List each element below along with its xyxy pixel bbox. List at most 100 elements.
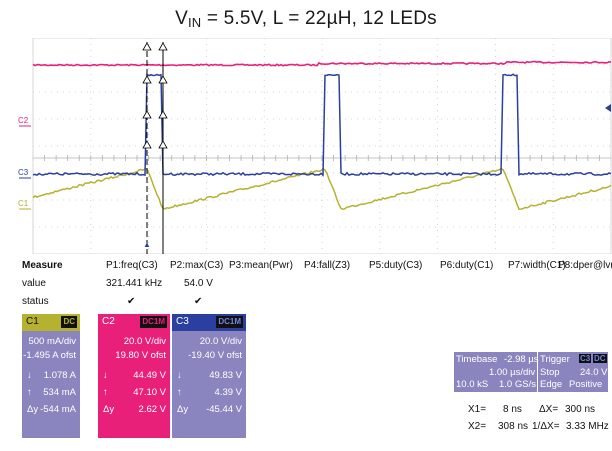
channel-1-descriptor[interactable]: C1 DC 500 mA/div -1.495 A ofst ↓ 1.078 A… xyxy=(22,314,80,438)
down-arrow-icon: ↓ xyxy=(27,370,32,381)
channel-2-down-value: 44.49 V xyxy=(133,370,166,381)
channel-1-coupling: DC xyxy=(61,316,77,328)
up-arrow-icon: ↑ xyxy=(177,387,182,398)
channel-2-header: C2 DC1M xyxy=(98,314,170,331)
figure-title: VIN = 5.5V, L = 22µH, 12 LEDs xyxy=(175,8,437,30)
channel-1-name: C1 xyxy=(26,316,39,327)
param-4-name[interactable]: P4:fall(Z3) xyxy=(304,260,351,271)
channel-2-up-value: 47.10 V xyxy=(133,387,166,398)
cursor-arrow-icon xyxy=(142,140,152,149)
timebase-samples: 10.0 kS xyxy=(456,379,489,390)
channel-1-body: 500 mA/div -1.495 A ofst ↓ 1.078 A ↑ 534… xyxy=(22,331,80,438)
channel-markers: C2 C3 C1 xyxy=(18,104,611,210)
channel-1-down-value: 1.078 A xyxy=(43,370,76,381)
channel-1-up-value: 534 mA xyxy=(43,387,76,398)
param-2-status-icon: ✔ xyxy=(194,296,203,307)
channel-2-descriptor[interactable]: C2 DC1M 20.0 V/div 19.80 V ofst ↓ 44.49 … xyxy=(98,314,170,438)
up-arrow-icon: ↑ xyxy=(27,387,32,398)
trace-c2 xyxy=(32,60,611,67)
channel-1-offset: -1.495 A ofst xyxy=(23,350,76,361)
up-arrow-icon: ↑ xyxy=(103,387,108,398)
value-label: value xyxy=(22,278,46,289)
param-2-name[interactable]: P2:max(C3) xyxy=(170,260,224,271)
channel-3-name: C3 xyxy=(176,316,189,327)
cursor-inverse-value: 3.33 MHz xyxy=(566,421,609,432)
channel-marker-c3: C3 xyxy=(18,168,29,177)
channel-2-name: C2 xyxy=(102,316,115,327)
param-2-value: 54.0 V xyxy=(184,278,213,289)
measure-value-row: value 321.441 kHz 54.0 V xyxy=(22,276,612,292)
channel-3-header: C3 DC1M xyxy=(172,314,246,331)
trigger-level: 24.0 V xyxy=(580,367,608,378)
param-7-name[interactable]: P7:width(C1) xyxy=(508,260,566,271)
timebase-delay: -2.98 µs xyxy=(504,354,539,365)
trigger-label: Trigger xyxy=(540,354,570,365)
cursor-inverse-label: 1/ΔX= xyxy=(532,421,560,432)
graticule-frame xyxy=(32,38,612,254)
delta-icon: Δy xyxy=(103,404,115,415)
cursor-arrow-icon xyxy=(142,42,152,51)
channel-3-scale: 20.0 V/div xyxy=(199,336,242,347)
trigger-position-marker: ▲ xyxy=(143,240,151,249)
channel-2-offset: 19.80 V ofst xyxy=(115,350,166,361)
channel-3-body: 20.0 V/div -19.40 V ofst ↓ 49.83 V ↑ 4.3… xyxy=(172,331,246,438)
timebase-panel[interactable] xyxy=(454,352,537,392)
channel-2-coupling: DC1M xyxy=(140,316,167,328)
delta-icon: Δy xyxy=(177,404,189,415)
timebase-per-div: 1.00 µs/div xyxy=(489,367,536,378)
cursor-x1-value: 8 ns xyxy=(503,404,522,415)
cursor-x2-value: 308 ns xyxy=(498,421,529,432)
cursor-lines[interactable] xyxy=(142,42,168,254)
down-arrow-icon: ↓ xyxy=(103,370,108,381)
trigger-slope: Positive xyxy=(569,379,603,390)
channel-3-coupling: DC1M xyxy=(216,316,243,328)
channel-1-scale: 500 mA/div xyxy=(28,336,76,347)
channel-marker-c1: C1 xyxy=(18,199,29,208)
cursor-x1-label: X1= xyxy=(468,404,487,415)
trigger-type: Edge xyxy=(540,379,563,390)
param-1-value: 321.441 kHz xyxy=(106,278,163,289)
trigger-level-icon xyxy=(605,104,611,112)
cursor-dx-value: 300 ns xyxy=(565,404,596,415)
trigger-coupling: DC xyxy=(593,354,607,363)
channel-2-scale: 20.0 V/div xyxy=(123,336,166,347)
channel-2-delta-value: 2.62 V xyxy=(138,404,166,415)
channel-1-header: C1 DC xyxy=(22,314,80,331)
timebase-label: Timebase xyxy=(456,354,498,365)
cursor-arrow-icon xyxy=(142,110,152,119)
timebase-sample-rate: 1.0 GS/s xyxy=(499,379,536,390)
trigger-source: C3 xyxy=(579,354,592,363)
graticule xyxy=(32,38,612,254)
measure-name-row: Measure P1:freq(C3) P2:max(C3) P3:mean(P… xyxy=(22,258,612,274)
param-8-name[interactable]: P8:dper@lv(... xyxy=(558,260,612,271)
channel-3-up-value: 4.39 V xyxy=(214,387,242,398)
cursor-arrow-icon xyxy=(158,42,168,51)
param-6-name[interactable]: P6:duty(C1) xyxy=(440,260,494,271)
channel-3-offset: -19.40 V ofst xyxy=(188,350,242,361)
channel-2-body: 20.0 V/div 19.80 V ofst ↓ 44.49 V ↑ 47.1… xyxy=(98,331,170,438)
channel-1-delta-value: -544 mA xyxy=(40,404,76,415)
trace-c3 xyxy=(32,73,612,177)
cursor-arrow-icon xyxy=(158,110,168,119)
timebase-trigger-descriptor[interactable]: Timebase -2.98 µs Trigger C3 DC 1.00 µs/… xyxy=(454,352,608,392)
channel-3-down-value: 49.83 V xyxy=(209,370,242,381)
down-arrow-icon: ↓ xyxy=(177,370,182,381)
cursor-arrow-icon xyxy=(158,140,168,149)
channel-marker-c2: C2 xyxy=(18,116,29,125)
cursor-arrow-icon xyxy=(142,75,152,84)
cursor-arrow-icon xyxy=(158,75,168,84)
param-5-name[interactable]: P5:duty(C3) xyxy=(369,260,423,271)
param-1-status-icon: ✔ xyxy=(127,296,136,307)
cursor-dx-label: ΔX= xyxy=(539,404,559,415)
measure-header: Measure xyxy=(22,260,63,271)
oscilloscope-display[interactable]: C2 C3 C1 xyxy=(0,38,612,254)
delta-icon: Δy xyxy=(27,404,39,415)
param-3-name[interactable]: P3:mean(Pwr) xyxy=(229,260,293,271)
status-label: status xyxy=(22,296,49,307)
cursor-x2-label: X2= xyxy=(468,421,487,432)
param-1-name[interactable]: P1:freq(C3) xyxy=(106,260,158,271)
measure-status-row: status ✔ ✔ xyxy=(22,294,612,310)
channel-3-descriptor[interactable]: C3 DC1M 20.0 V/div -19.40 V ofst ↓ 49.83… xyxy=(172,314,246,438)
waveforms xyxy=(32,60,612,211)
channel-3-delta-value: -45.44 V xyxy=(206,404,242,415)
